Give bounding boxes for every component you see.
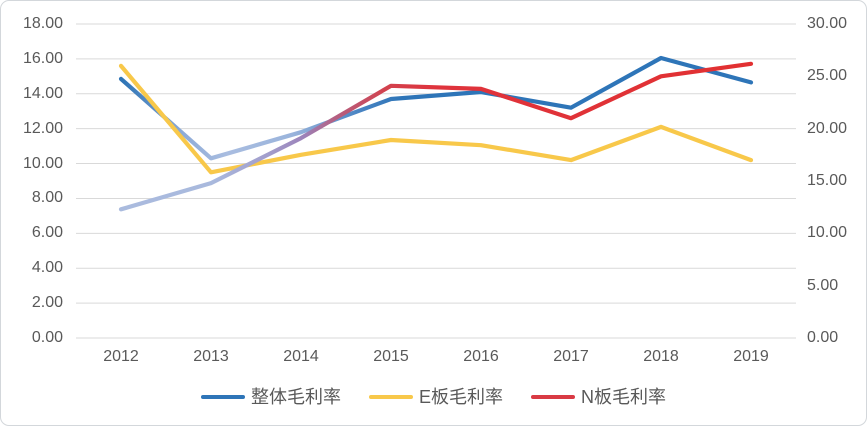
left-axis-tick: 0.00 (31, 329, 63, 346)
x-axis-label: 2019 (733, 348, 769, 365)
right-axis-tick: 30.00 (807, 15, 848, 32)
legend-item-e-board-margin: E板毛利率 (368, 386, 503, 408)
right-axis-tick: 10.00 (807, 224, 848, 242)
left-axis-tick: 14.00 (22, 84, 63, 102)
legend-line-swatch-yellow (368, 394, 413, 400)
x-axis-label: 2016 (463, 348, 499, 365)
legend-label: 整体毛利率 (250, 387, 341, 407)
left-axis-tick: 12.00 (22, 119, 63, 137)
x-axis-label: 2013 (193, 348, 229, 365)
right-axis-tick: 0.00 (807, 329, 839, 346)
right-axis-tick: 15.00 (807, 172, 848, 189)
left-axis-tick: 2.00 (31, 294, 63, 312)
series-line-E板毛利率 (118, 63, 754, 175)
x-axis-label: 2018 (643, 348, 679, 365)
chart-legend: 整体毛利率 E板毛利率 N板毛利率 (1, 384, 866, 410)
left-axis-tick: 8.00 (31, 189, 63, 207)
legend-label: E板毛利率 (418, 387, 503, 407)
series-line-N板毛利率 (118, 61, 754, 212)
left-axis-tick: 6.00 (31, 224, 63, 242)
legend-item-overall-margin: 整体毛利率 (200, 386, 341, 408)
x-axis-label: 2012 (103, 348, 139, 365)
x-axis-label: 2015 (373, 348, 409, 365)
series-line-整体毛利率 (118, 55, 754, 161)
left-axis-tick: 4.00 (31, 259, 63, 277)
left-axis-tick: 10.00 (22, 154, 63, 172)
right-axis-tick: 25.00 (807, 67, 848, 85)
left-axis-tick: 16.00 (22, 49, 63, 67)
legend-item-n-board-margin: N板毛利率 (531, 386, 666, 408)
x-axis-label: 2017 (553, 348, 589, 365)
legend-label: N板毛利率 (581, 387, 666, 407)
right-axis-tick: 20.00 (807, 119, 848, 137)
right-axis-tick: 5.00 (807, 276, 839, 294)
legend-line-swatch-red (531, 394, 575, 400)
x-axis-label: 2014 (283, 348, 319, 365)
legend-line-swatch-blue (200, 394, 245, 400)
left-axis-tick: 18.00 (22, 15, 63, 32)
